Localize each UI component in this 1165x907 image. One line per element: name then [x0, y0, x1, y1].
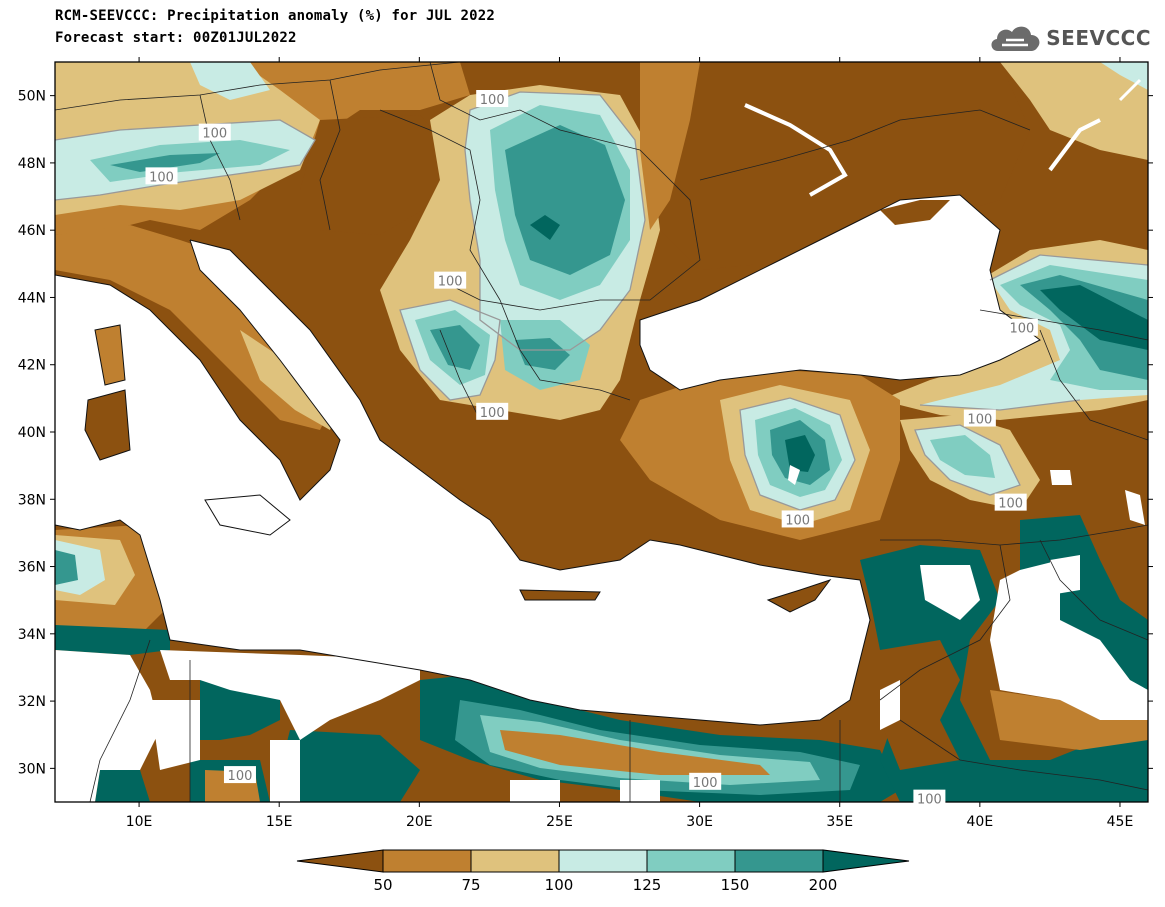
colorbar-segment: [382, 849, 472, 873]
lat-tick-label: 32N: [18, 694, 46, 710]
contour-label-bg: [434, 271, 467, 289]
lon-tick-label: 20E: [406, 814, 433, 830]
colorbar: 50 75 100 125 150 200: [296, 849, 910, 894]
colorbar-label: 150: [721, 876, 750, 894]
colorbar-segment: [646, 849, 736, 873]
contour-label-bg: [689, 772, 722, 790]
contour-label-bg: [781, 510, 814, 528]
lat-tick-label: 38N: [18, 492, 46, 508]
lat-tick-label: 46N: [18, 223, 46, 239]
logo-text: SEEVCCC: [1046, 26, 1151, 50]
lat-tick-label: 30N: [18, 761, 46, 777]
seevccc-logo: SEEVCCC: [988, 20, 1151, 56]
colorbar-segment: [734, 849, 824, 873]
contour-label: 100: [1005, 318, 1038, 337]
contour-label-text: 100: [438, 275, 463, 290]
contour-labels: 100 100 100 100 100 100 100 100 100 100 100 100: [145, 90, 1038, 808]
contour-label: 100: [781, 510, 814, 528]
map-title: RCM-SEEVCCC: Precipitation anomaly (%) f…: [55, 8, 496, 24]
lon-tick-label: 45E: [1107, 814, 1134, 830]
contour-label-bg: [1005, 318, 1038, 336]
contour-label-bg: [913, 789, 946, 807]
colorbar-arrow-low: [296, 849, 384, 873]
latitude-labels: 50N 48N 46N 44N 42N 40N 38N 36N 34N 32N 30N: [18, 89, 46, 778]
contour-label-text: 100: [967, 413, 992, 428]
contour-label-bg: [476, 90, 509, 107]
contour-label: 100: [198, 123, 231, 142]
contour-label-bg: [198, 123, 231, 141]
contour-label-bg: [963, 409, 996, 427]
contour-label-text: 100: [998, 497, 1023, 512]
contour-label-bg: [994, 493, 1027, 511]
contour-label: 100: [913, 789, 946, 808]
contour-label-bg: [476, 402, 509, 420]
lon-tick-label: 25E: [546, 814, 573, 830]
contour-label-text: 100: [480, 406, 505, 421]
contour-label: 100: [434, 271, 467, 290]
axis-ticks: [50, 57, 1153, 807]
lon-tick-label: 40E: [967, 814, 994, 830]
colorbar-segment: [558, 849, 648, 873]
contour-label: 100: [963, 409, 996, 428]
contour-label-text: 100: [149, 170, 174, 185]
colorbar-label: 200: [809, 876, 838, 894]
lat-tick-label: 40N: [18, 425, 46, 441]
lat-tick-label: 36N: [18, 560, 46, 576]
lat-tick-label: 50N: [18, 89, 46, 105]
contour-label-text: 100: [785, 513, 810, 528]
longitude-labels: 10E 15E 20E 25E 30E 35E 40E 45E: [126, 814, 1134, 830]
contour-label-text: 100: [202, 127, 227, 142]
contour-label-text: 100: [228, 769, 253, 784]
cloud-icon: [991, 26, 1040, 51]
anomaly-field: [55, 62, 1148, 802]
lat-tick-label: 48N: [18, 156, 46, 172]
lon-tick-label: 10E: [126, 814, 153, 830]
contour-label-text: 100: [480, 93, 505, 108]
contour-label: 100: [994, 493, 1027, 512]
lon-tick-label: 15E: [266, 814, 293, 830]
contour-label: 100: [145, 167, 178, 185]
contour-label-text: 100: [917, 793, 942, 808]
contour-label: 100: [476, 90, 509, 108]
lon-tick-label: 35E: [826, 814, 853, 830]
contour-label: 100: [223, 766, 256, 784]
colorbar-label: 125: [633, 876, 662, 894]
colorbar-label: 50: [373, 876, 392, 894]
colorbar-label: 75: [461, 876, 480, 894]
contour-label-bg: [223, 766, 256, 784]
colorbar-label: 100: [545, 876, 574, 894]
lat-tick-label: 44N: [18, 290, 46, 306]
contour-label-bg: [145, 167, 178, 185]
colorbar-arrow-high: [822, 849, 910, 873]
contour-label-text: 100: [1009, 322, 1034, 337]
lat-tick-label: 34N: [18, 627, 46, 643]
lon-tick-label: 30E: [686, 814, 713, 830]
colorbar-segment: [470, 849, 560, 873]
forecast-start-label: Forecast start: 00Z01JUL2022: [55, 30, 297, 46]
lat-tick-label: 42N: [18, 358, 46, 374]
contour-label: 100: [689, 772, 722, 791]
contour-label: 100: [476, 402, 509, 421]
contour-label-text: 100: [693, 776, 718, 791]
